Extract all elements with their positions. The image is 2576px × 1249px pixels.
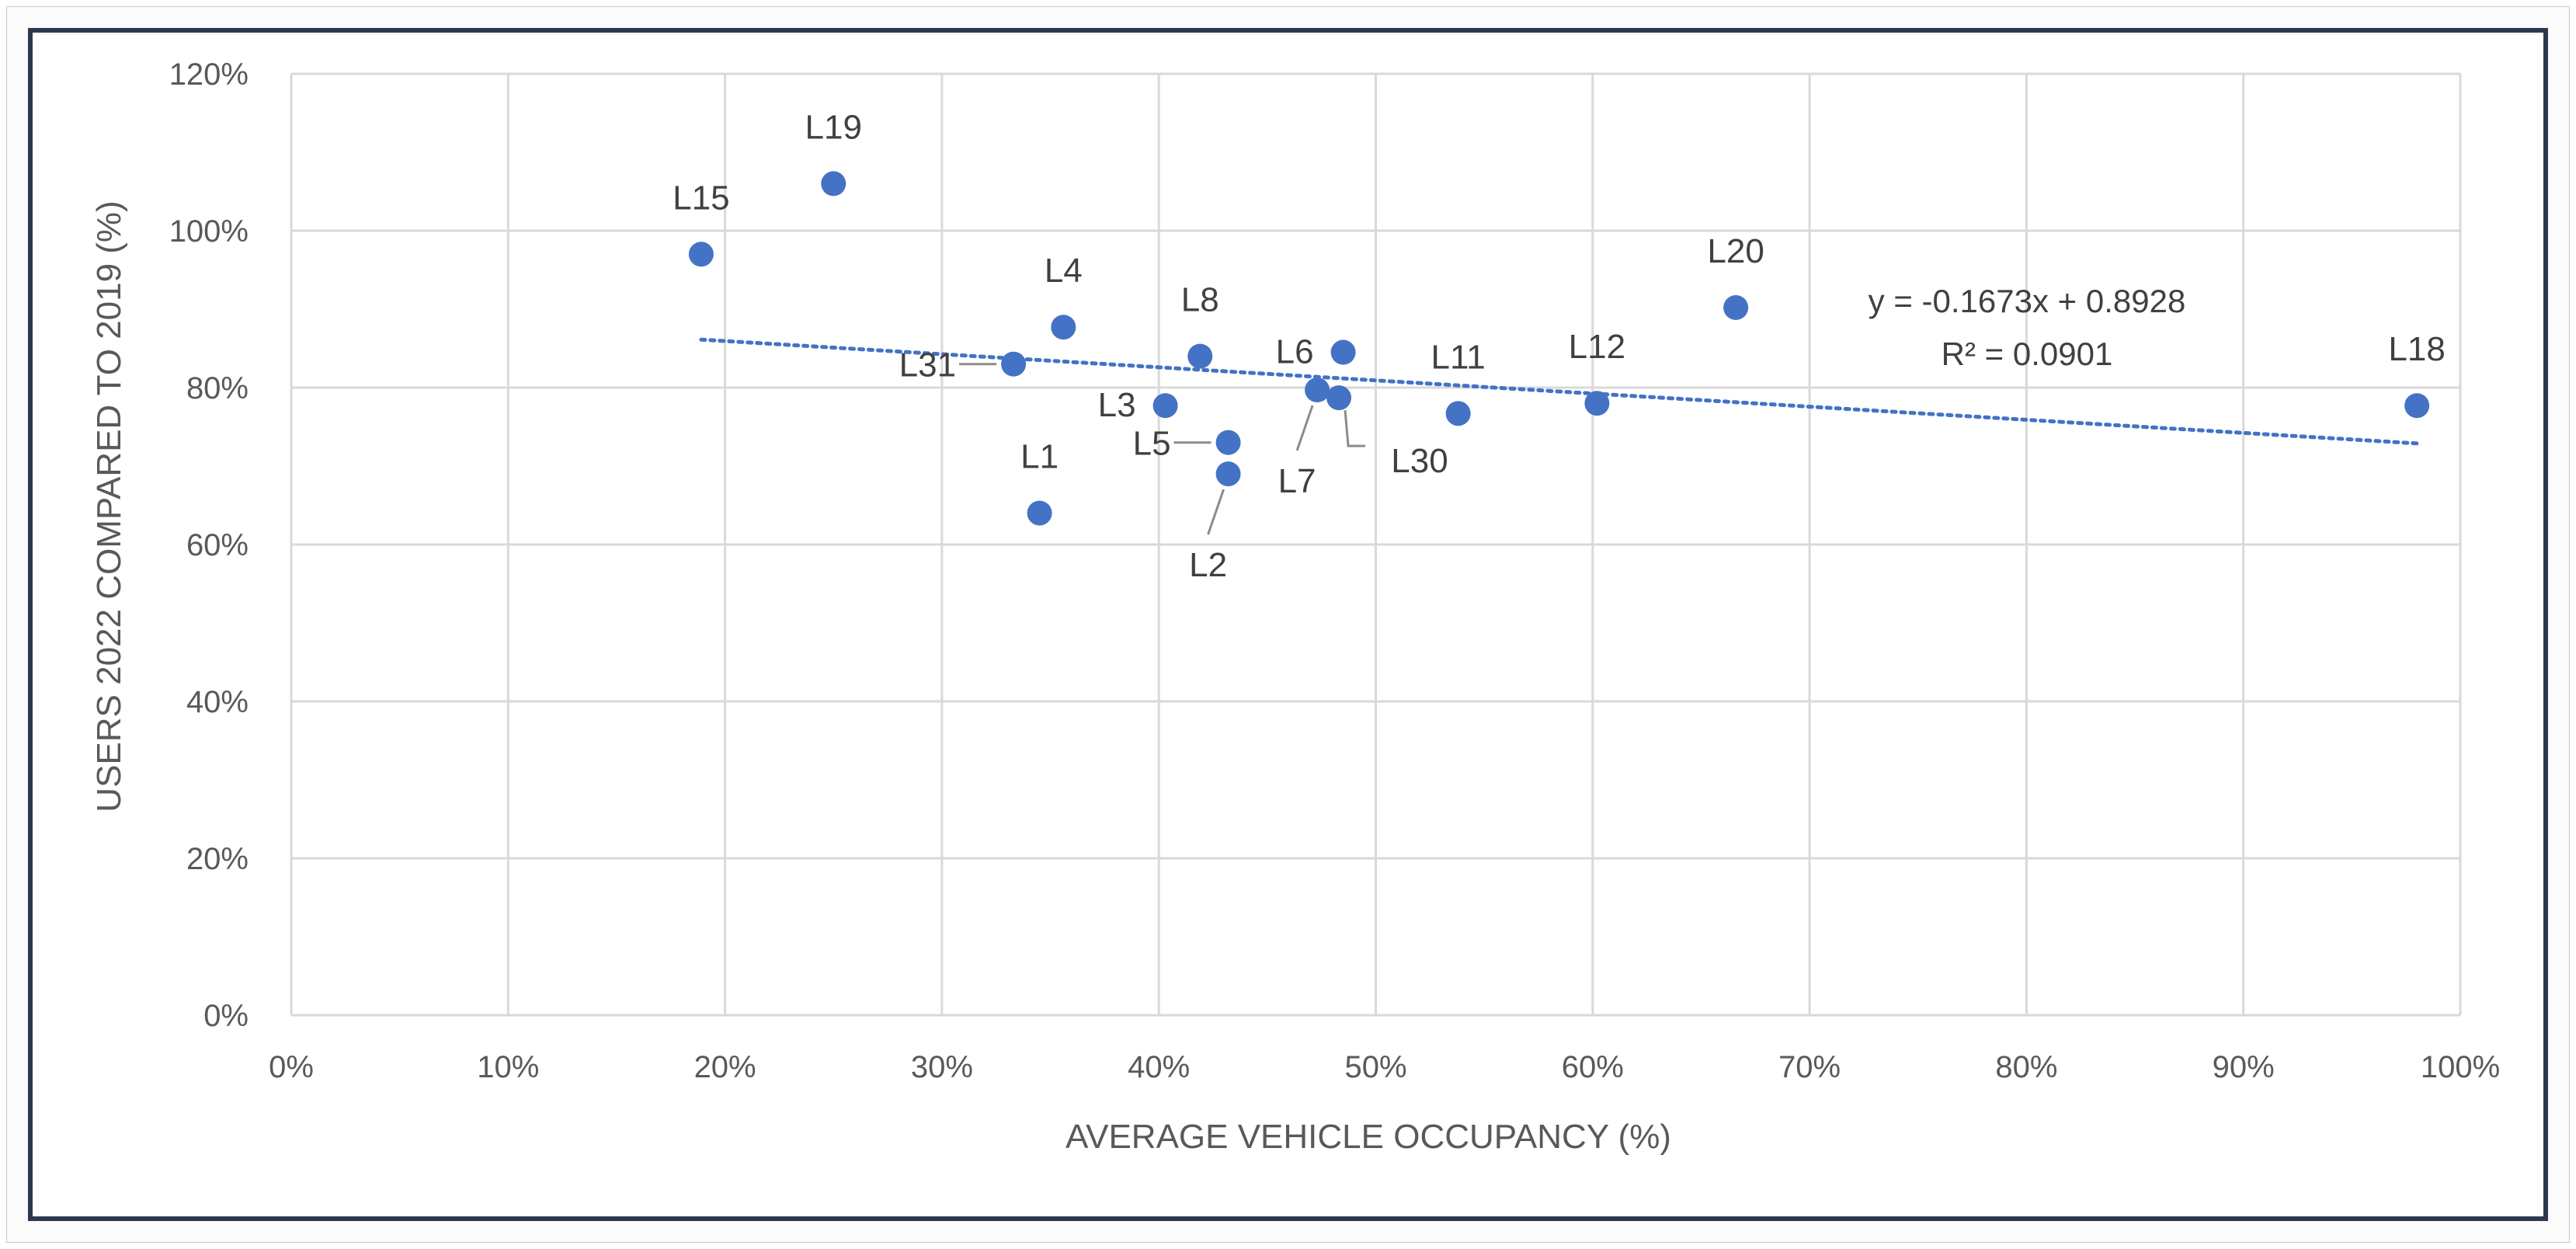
- y-tick-label: 80%: [186, 371, 249, 405]
- point-labels: L15 L19 L4 L31 L1 L3 L8 L5 L2 L7 L6 L30 L11 L12 L20 L18: [673, 108, 2446, 584]
- point-label-l8: L8: [1181, 281, 1219, 319]
- data-point-l2: [1215, 461, 1241, 487]
- leader-line-l30: [1344, 410, 1366, 447]
- data-point-l8: [1187, 343, 1213, 369]
- data-point-l1: [1027, 500, 1052, 526]
- point-label-l2: L2: [1189, 546, 1227, 584]
- gridlines: [290, 72, 2462, 1017]
- chart-frame: [28, 28, 2548, 1221]
- data-point-l30: [1326, 385, 1352, 411]
- point-label-l19: L19: [805, 108, 862, 146]
- x-axis-title: AVERAGE VEHICLE OCCUPANCY (%): [1066, 1118, 1671, 1156]
- data-point-l12: [1584, 391, 1610, 416]
- data-point-l3: [1152, 393, 1178, 419]
- point-label-l5: L5: [1133, 425, 1171, 463]
- leader-lines: [959, 363, 1366, 535]
- x-tick-label: 0%: [269, 1050, 314, 1084]
- data-points: [688, 171, 2430, 526]
- leader-line-l2: [1207, 489, 1225, 535]
- point-label-l20: L20: [1707, 232, 1764, 270]
- point-label-l11: L11: [1431, 338, 1486, 376]
- y-tick-label: 40%: [186, 685, 249, 719]
- data-point-l4: [1051, 315, 1076, 340]
- x-tick-label: 60%: [1562, 1050, 1624, 1084]
- x-tick-label: 70%: [1778, 1050, 1841, 1084]
- point-label-l12: L12: [1569, 328, 1625, 366]
- data-point-l6: [1330, 339, 1356, 365]
- data-point-l20: [1723, 294, 1749, 320]
- point-label-l7: L7: [1278, 462, 1316, 500]
- data-point-l5: [1215, 430, 1241, 455]
- point-label-l3: L3: [1098, 386, 1136, 424]
- trendline-r-squared: R² = 0.0901: [1942, 336, 2113, 372]
- point-label-l18: L18: [2388, 330, 2445, 368]
- x-tick-label: 50%: [1344, 1050, 1406, 1084]
- data-point-l31: [1001, 351, 1027, 377]
- leader-line-l7: [1295, 405, 1314, 451]
- point-label-l4: L4: [1045, 252, 1083, 290]
- y-tick-label: 120%: [169, 57, 249, 92]
- point-label-l30: L30: [1391, 442, 1448, 480]
- point-label-l15: L15: [673, 179, 729, 217]
- trendline-equation: y = -0.1673x + 0.8928: [1869, 283, 2186, 319]
- data-point-l19: [821, 171, 846, 197]
- trendline-group: [699, 337, 2419, 446]
- point-label-l6: L6: [1276, 333, 1314, 371]
- data-point-l18: [2404, 393, 2430, 419]
- data-point-l7: [1305, 377, 1330, 403]
- y-tick-label: 60%: [186, 528, 249, 562]
- x-tick-label: 80%: [1995, 1050, 2057, 1084]
- x-tick-label: 30%: [911, 1050, 973, 1084]
- point-label-l31: L31: [899, 346, 956, 384]
- x-tick-label: 20%: [694, 1050, 756, 1084]
- y-axis-title: USERS 2022 COMPARED TO 2019 (%): [90, 200, 128, 812]
- point-label-l1: L1: [1020, 438, 1059, 476]
- x-tick-label: 90%: [2213, 1050, 2275, 1084]
- trendline: [699, 337, 2419, 446]
- y-tick-label: 100%: [169, 214, 249, 249]
- data-point-l11: [1445, 401, 1471, 426]
- x-tick-label: 40%: [1128, 1050, 1190, 1084]
- data-point-l15: [688, 242, 714, 267]
- x-tick-label: 100%: [2421, 1050, 2500, 1084]
- tick-labels: 0% 10% 20% 30% 40% 50% 60% 70% 80% 90% 100% 0% 20% 40…: [169, 57, 2500, 1084]
- y-tick-label: 20%: [186, 842, 249, 876]
- y-tick-label: 0%: [203, 999, 249, 1033]
- x-tick-label: 10%: [477, 1050, 539, 1084]
